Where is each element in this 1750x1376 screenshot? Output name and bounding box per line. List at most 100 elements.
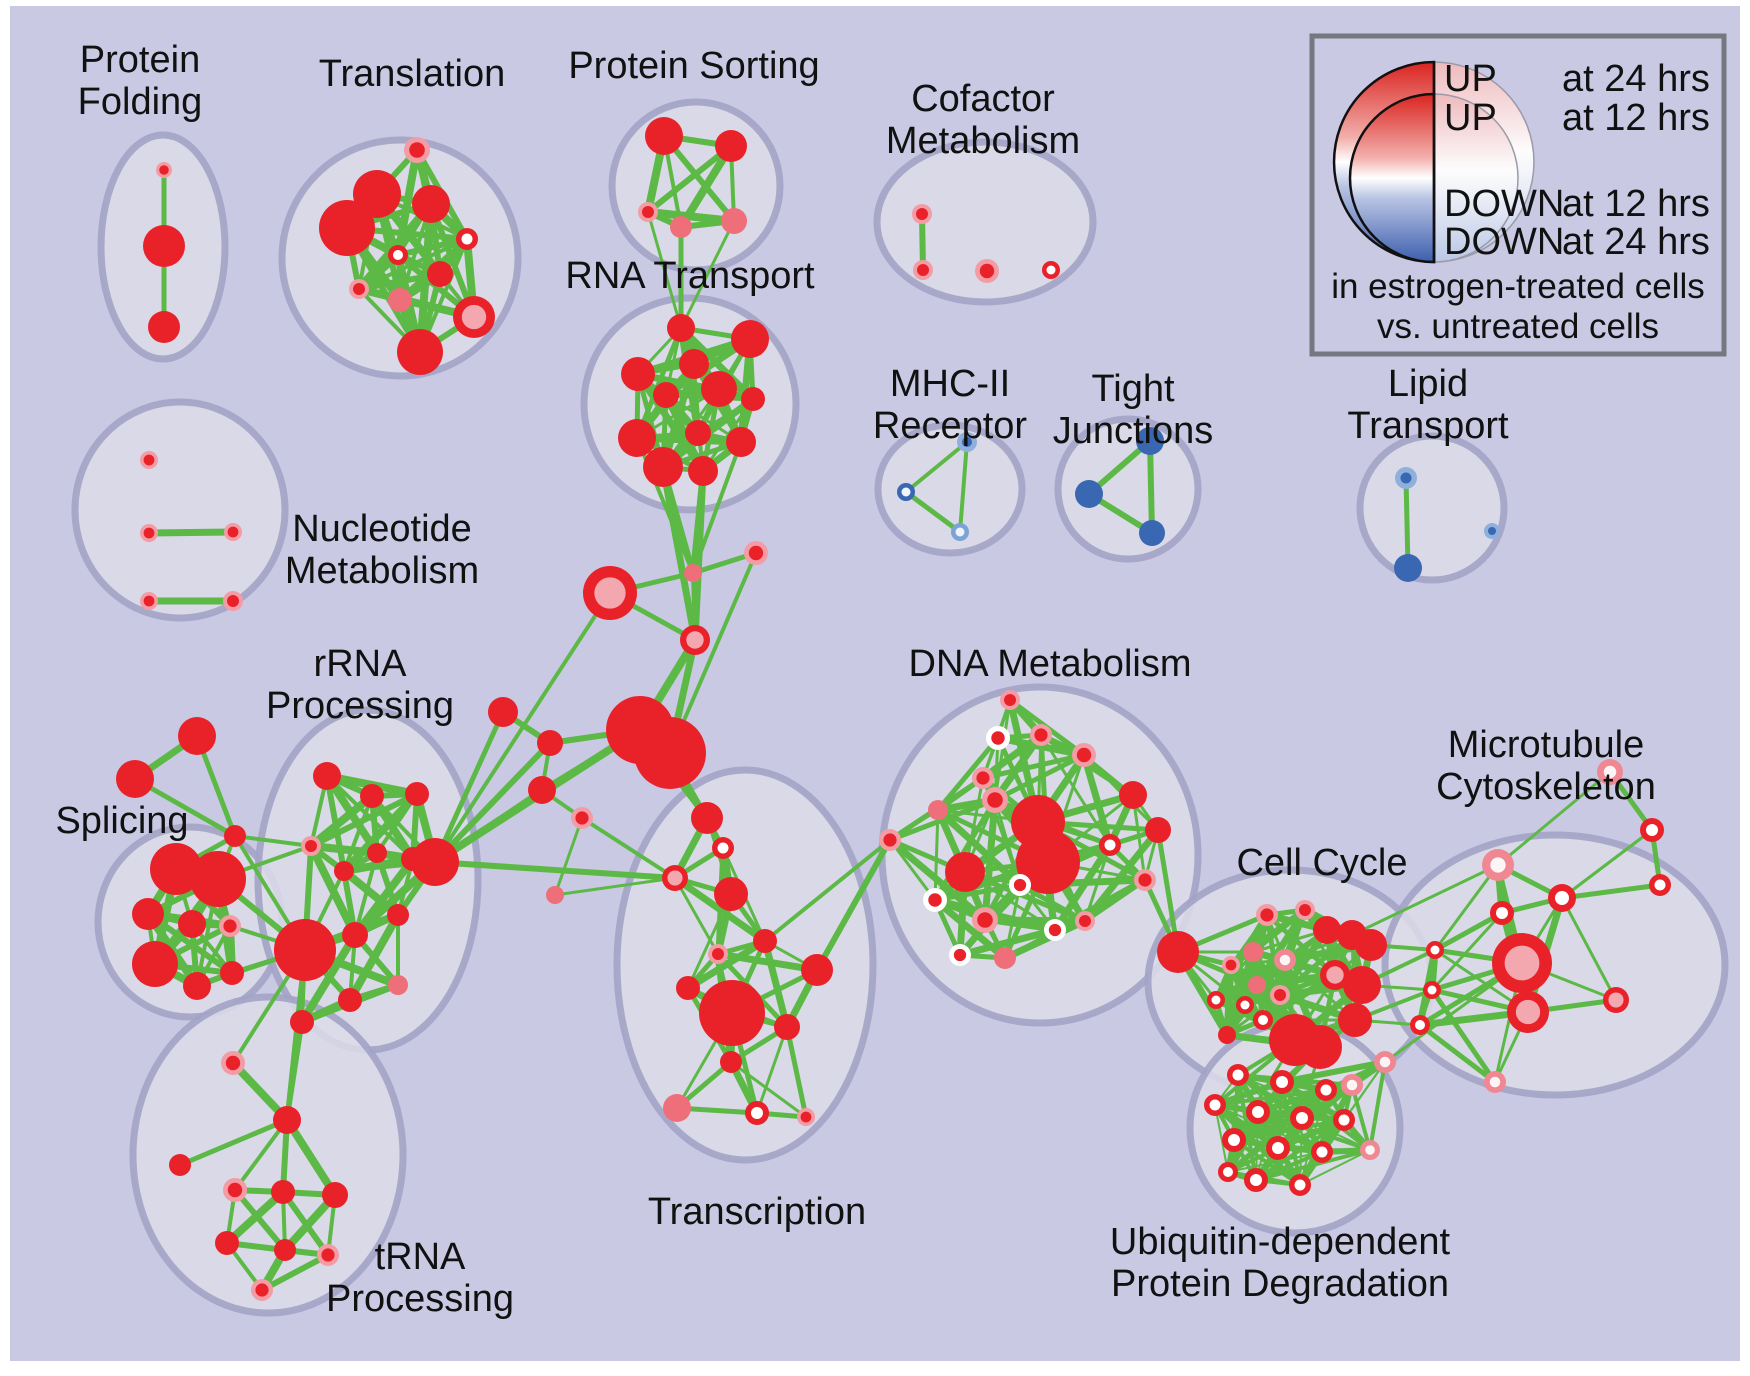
gene-node <box>1484 523 1500 539</box>
network-edge <box>691 467 707 644</box>
gene-node <box>1343 966 1381 1004</box>
node-core <box>917 264 929 276</box>
mesh-edge-ub <box>1350 1083 1372 1152</box>
mesh-edge-tx <box>755 1025 789 1115</box>
gene-node <box>219 915 241 937</box>
node-ring <box>691 802 723 834</box>
node-core <box>1260 908 1274 922</box>
gene-node <box>1000 690 1020 710</box>
node-ring <box>618 419 656 457</box>
node-ring <box>774 1014 800 1040</box>
mesh-edge-cc <box>1223 961 1235 1039</box>
gene-node <box>1490 901 1514 925</box>
gene-node <box>360 784 384 808</box>
cluster-label-mh: Receptor <box>873 405 1028 447</box>
gene-node <box>676 976 700 1000</box>
gene-node <box>653 382 679 408</box>
mesh-edge-dm <box>932 882 1023 903</box>
legend-box <box>1309 33 1727 357</box>
node-core <box>751 1107 763 1119</box>
gene-node <box>271 1180 295 1204</box>
gene-node <box>797 1108 815 1126</box>
node-core <box>1603 765 1617 779</box>
node-ring <box>714 877 748 911</box>
node-core <box>393 250 403 260</box>
gene-node <box>546 886 564 904</box>
mesh-edge-ub <box>1297 1082 1355 1188</box>
network-edge <box>1560 883 1662 900</box>
gene-node <box>726 427 756 457</box>
cluster-label-tr: Translation <box>319 53 506 95</box>
mesh-edge-mt <box>1417 1022 1498 1085</box>
mesh-edge-rr <box>307 792 376 850</box>
gene-node <box>1270 1070 1294 1094</box>
network-edge <box>177 1117 290 1168</box>
node-ring <box>667 314 695 342</box>
node-core <box>916 208 928 220</box>
network-edge <box>432 709 506 865</box>
node-core <box>928 893 942 907</box>
gene-node <box>1009 874 1031 896</box>
node-core <box>227 526 239 538</box>
node-ring <box>427 261 453 287</box>
gene-node <box>1274 949 1296 971</box>
node-ring <box>699 980 765 1046</box>
node-ring <box>353 170 401 218</box>
mesh-edge-rr <box>346 911 402 1004</box>
node-ring <box>753 929 777 953</box>
gene-node <box>132 898 164 930</box>
mesh-edge-tn <box>259 1252 331 1293</box>
node-ring <box>169 1154 191 1176</box>
node-core <box>953 948 967 962</box>
mesh-edge-dm <box>1051 841 1114 934</box>
node-ring <box>183 972 211 1000</box>
gene-node <box>1603 987 1629 1013</box>
node-ring <box>684 564 702 582</box>
node-core <box>979 263 995 279</box>
node-ring <box>215 1231 239 1255</box>
node-core <box>1646 824 1658 836</box>
node-core <box>1048 923 1062 937</box>
gene-node <box>645 117 683 155</box>
gene-node <box>140 524 158 542</box>
legend-time-label: at 12 hrs <box>1562 183 1710 225</box>
mesh-edge-mt <box>1433 863 1500 952</box>
node-core <box>1504 945 1540 981</box>
gene-node <box>957 432 977 452</box>
gene-node <box>745 1101 769 1125</box>
node-core <box>1013 878 1027 892</box>
gene-node <box>1075 480 1103 508</box>
node-ring <box>537 730 563 756</box>
gene-node <box>427 261 453 287</box>
gene-node <box>1136 427 1164 455</box>
gene-node <box>1145 817 1171 843</box>
gene-node <box>453 296 495 338</box>
gene-node <box>313 762 341 790</box>
mesh-edge-ub <box>1321 1061 1386 1153</box>
gene-node <box>1243 942 1263 962</box>
cluster-label-ps: Protein Sorting <box>568 45 819 87</box>
gene-node <box>274 1239 296 1261</box>
gene-node <box>1492 933 1552 993</box>
node-core <box>255 1283 269 1297</box>
cluster-ellipse-mh <box>874 421 1026 557</box>
gene-node <box>1207 991 1225 1009</box>
network-edge <box>1496 770 1612 867</box>
gene-node <box>1253 1010 1273 1030</box>
node-core <box>1299 904 1311 916</box>
node-core <box>223 919 237 933</box>
node-core <box>305 840 317 852</box>
node-core <box>800 1111 812 1123</box>
gene-node <box>1204 1094 1226 1116</box>
node-ring <box>928 800 948 820</box>
node-core <box>962 437 972 447</box>
gene-node <box>1270 985 1290 1005</box>
mesh-edge-cc <box>1264 912 1338 978</box>
node-ring <box>271 1180 295 1204</box>
node-core <box>1400 472 1412 484</box>
gene-node <box>685 420 711 446</box>
node-ring <box>676 976 700 1000</box>
gene-node <box>349 279 369 299</box>
gene-node <box>1311 1141 1333 1163</box>
node-core <box>717 842 729 854</box>
